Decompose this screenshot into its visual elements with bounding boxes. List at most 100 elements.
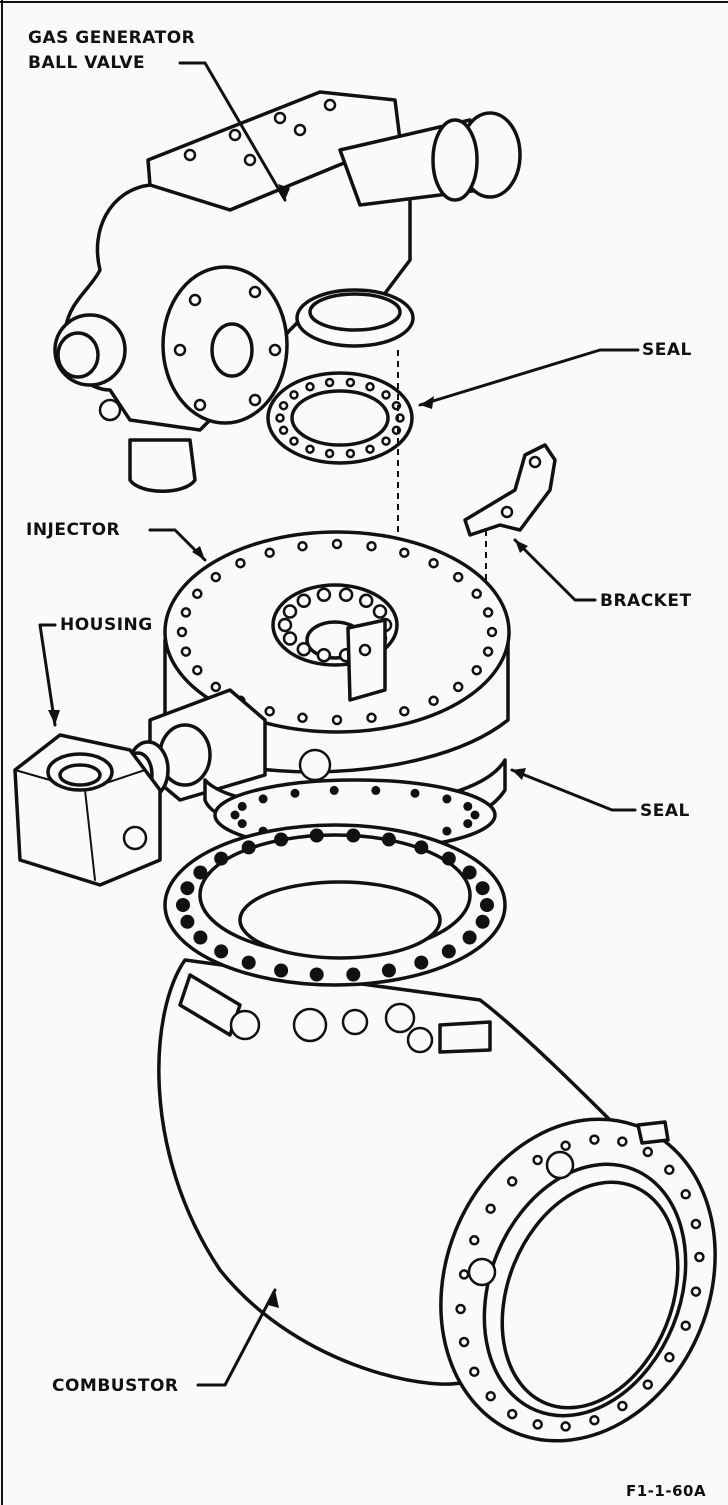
bolt-hole: [486, 626, 498, 638]
bolt-hole: [458, 1269, 470, 1280]
bolt-hole: [617, 1400, 628, 1412]
bolt-hole: [235, 557, 246, 569]
bracket-leader: [513, 538, 597, 602]
bolt-hole: [471, 664, 482, 676]
bolt-hole: [428, 695, 439, 707]
bolt-hole: [428, 557, 439, 569]
bolt-hole: [589, 1134, 600, 1145]
bolt-hole: [346, 967, 361, 982]
bolt-hole: [297, 712, 308, 724]
bolt-hole: [331, 714, 343, 726]
bolt-hole: [210, 571, 222, 583]
housing-leader: [38, 623, 57, 727]
bolt-hole: [399, 547, 410, 558]
bolt-hole: [410, 788, 420, 798]
bolt-hole: [193, 865, 208, 880]
bolt-hole: [381, 436, 391, 446]
bolt-hole: [214, 944, 229, 959]
injector-leader: [148, 528, 207, 562]
bolt-hole: [475, 914, 490, 929]
bolt-hole: [180, 646, 192, 657]
bolt-hole: [560, 1421, 571, 1432]
ball-valve-part: [53, 90, 522, 493]
bolt-hole: [338, 587, 354, 603]
bolt-hole: [324, 377, 335, 388]
bolt-hole: [345, 448, 356, 459]
bolt-hole: [458, 1336, 470, 1348]
bolt-hole: [381, 390, 391, 400]
bolt-hole: [264, 706, 275, 717]
bolt-hole: [532, 1154, 543, 1166]
bolt-hole: [642, 1379, 654, 1390]
bolt-hole: [290, 788, 300, 798]
bolt-hole: [278, 400, 289, 411]
bolt-hole: [441, 851, 456, 866]
combustor-part: [157, 823, 717, 1443]
bolt-hole: [485, 1203, 496, 1214]
bolt-hole: [331, 538, 343, 550]
label-seal-bottom: SEAL: [640, 801, 690, 821]
bolt-hole: [441, 944, 456, 959]
combustor-leader: [196, 1288, 277, 1387]
bolt-hole: [532, 1419, 543, 1430]
bolt-hole: [305, 382, 315, 392]
bolt-hole: [664, 1164, 675, 1176]
bolt-hole: [452, 681, 464, 693]
bolt-hole: [296, 641, 312, 657]
bolt-hole: [694, 1251, 705, 1263]
bolt-hole: [455, 1303, 466, 1315]
bolt-hole: [482, 646, 494, 657]
bolt-hole: [365, 382, 375, 392]
label-ball-valve-line2: BALL VALVE: [28, 53, 146, 73]
bolt-hole: [176, 626, 188, 638]
bolt-hole: [365, 444, 375, 454]
bottom-seal-leader: [510, 768, 637, 812]
bolt-hole: [316, 587, 332, 603]
bolt-hole: [192, 664, 203, 676]
bolt-hole: [642, 1146, 654, 1158]
bolt-hole: [210, 681, 222, 693]
bolt-hole: [316, 647, 332, 663]
bolt-hole: [506, 1408, 518, 1420]
bolt-hole: [309, 967, 324, 982]
bolt-hole: [469, 1366, 480, 1377]
bolt-hole: [237, 801, 247, 811]
bolt-hole: [452, 571, 464, 583]
label-seal-top: SEAL: [642, 340, 692, 360]
bolt-hole: [264, 547, 275, 558]
label-ball-valve-line1: GAS GENERATOR: [28, 28, 196, 48]
bolt-hole: [193, 930, 208, 945]
bolt-hole: [470, 810, 480, 820]
bolt-hole: [309, 828, 324, 843]
bolt-hole: [372, 604, 388, 619]
bolt-hole: [329, 785, 339, 795]
bolt-hole: [176, 898, 190, 912]
bolt-hole: [241, 955, 256, 970]
top-seal-leader: [418, 348, 640, 407]
bolt-hole: [324, 448, 335, 459]
label-injector: INJECTOR: [26, 520, 121, 540]
housing-part: [13, 733, 170, 887]
bolt-hole: [274, 963, 289, 978]
bolt-hole: [463, 819, 473, 829]
figure-id: F1-1-60A: [626, 1482, 707, 1500]
bolt-hole: [192, 588, 203, 600]
bolt-hole: [346, 828, 361, 843]
bolt-hole: [690, 1286, 702, 1297]
bolt-hole: [214, 851, 229, 866]
bracket-part: [463, 443, 557, 537]
bolt-hole: [345, 377, 356, 388]
bolt-hole: [277, 617, 293, 633]
bolt-hole: [180, 607, 192, 618]
bolt-hole: [258, 794, 268, 804]
bolt-hole: [560, 1140, 571, 1152]
bolt-hole: [275, 413, 285, 423]
label-combustor: COMBUSTOR: [52, 1376, 179, 1396]
bolt-hole: [617, 1136, 628, 1147]
leader-lines: [38, 61, 640, 1387]
bolt-hole: [289, 436, 299, 446]
bolt-hole: [463, 801, 473, 811]
bolt-hole: [366, 540, 377, 552]
bolt-hole: [305, 444, 315, 454]
